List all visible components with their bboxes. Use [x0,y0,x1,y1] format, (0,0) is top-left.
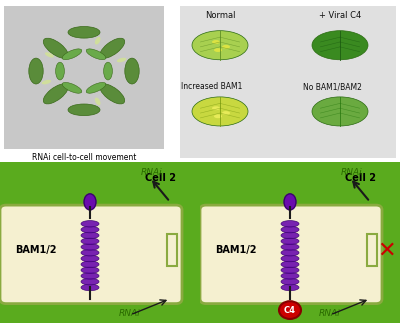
Text: RNAi: RNAi [341,168,363,177]
Ellipse shape [100,38,125,58]
Ellipse shape [81,249,99,256]
Ellipse shape [104,62,112,80]
Ellipse shape [81,221,99,227]
FancyBboxPatch shape [0,162,200,323]
Ellipse shape [81,284,99,291]
Ellipse shape [95,37,100,45]
Ellipse shape [125,58,139,84]
FancyBboxPatch shape [180,6,396,158]
Text: + Viral C4: + Viral C4 [319,11,361,20]
FancyBboxPatch shape [200,162,400,323]
Ellipse shape [214,114,222,118]
FancyBboxPatch shape [367,234,377,266]
Circle shape [279,301,301,319]
Ellipse shape [281,226,299,233]
Text: C4: C4 [284,306,296,315]
Text: Normal: Normal [205,11,235,20]
Ellipse shape [281,244,299,250]
Ellipse shape [84,194,96,210]
Text: Increased BAM1: Increased BAM1 [181,82,243,91]
FancyBboxPatch shape [4,6,164,149]
Ellipse shape [81,232,99,239]
Text: ✕: ✕ [377,240,395,260]
Text: RNAi cell-to-cell movement
reporter plant [SUC-SUL;
Himber et al., 2003]: RNAi cell-to-cell movement reporter plan… [32,153,136,183]
Ellipse shape [281,232,299,239]
Ellipse shape [192,31,248,60]
Ellipse shape [281,261,299,267]
Text: BAM1/2: BAM1/2 [215,245,257,255]
Ellipse shape [68,26,100,38]
Text: Cell 2: Cell 2 [345,173,376,183]
Ellipse shape [222,45,230,49]
FancyBboxPatch shape [0,205,182,304]
Ellipse shape [281,255,299,262]
Ellipse shape [212,106,220,110]
Ellipse shape [100,84,125,104]
Text: BAM1/2: BAM1/2 [15,245,57,255]
Ellipse shape [281,284,299,291]
FancyBboxPatch shape [200,205,382,304]
FancyBboxPatch shape [167,234,177,266]
Ellipse shape [95,98,100,105]
Ellipse shape [312,97,368,126]
Text: RNAi: RNAi [141,168,163,177]
Ellipse shape [281,249,299,256]
Text: RNAi: RNAi [319,309,341,318]
Ellipse shape [68,104,100,116]
Ellipse shape [86,49,106,60]
Ellipse shape [43,84,68,104]
Ellipse shape [212,40,220,44]
Ellipse shape [312,31,368,60]
Ellipse shape [81,267,99,273]
Text: Cell 2: Cell 2 [145,173,176,183]
Ellipse shape [62,49,82,60]
Ellipse shape [43,38,68,58]
Ellipse shape [281,221,299,227]
Ellipse shape [29,58,43,84]
Text: No BAM1/BAM2: No BAM1/BAM2 [302,82,362,91]
Ellipse shape [81,238,99,245]
Ellipse shape [222,111,230,115]
Ellipse shape [62,82,82,93]
Ellipse shape [81,244,99,250]
Ellipse shape [117,58,126,62]
Ellipse shape [86,82,106,93]
Ellipse shape [214,48,222,52]
Text: RNAi: RNAi [119,309,141,318]
Ellipse shape [281,267,299,273]
Ellipse shape [281,273,299,279]
Ellipse shape [281,238,299,245]
Ellipse shape [281,278,299,285]
Ellipse shape [81,261,99,267]
Ellipse shape [81,278,99,285]
Ellipse shape [284,194,296,210]
Ellipse shape [81,226,99,233]
Ellipse shape [81,255,99,262]
Ellipse shape [192,97,248,126]
Ellipse shape [45,52,54,57]
Ellipse shape [42,80,51,84]
Ellipse shape [81,273,99,279]
Ellipse shape [56,62,64,80]
